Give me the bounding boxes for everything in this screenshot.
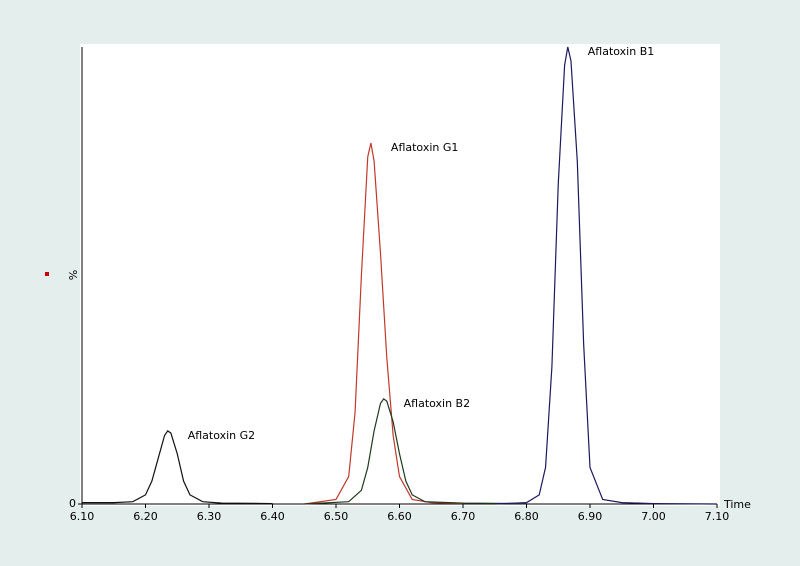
trace [82, 430, 273, 505]
peak-label: Aflatoxin B2 [404, 397, 470, 410]
x-axis-label: Time [723, 498, 751, 511]
trace [304, 398, 527, 505]
x-tick-label: 7.10 [705, 510, 730, 523]
trace [494, 46, 718, 505]
x-tick-label: 6.70 [451, 510, 476, 523]
x-tick-label: 6.80 [514, 510, 539, 523]
x-tick-label: 6.50 [324, 510, 349, 523]
x-tick-label: 6.40 [260, 510, 285, 523]
x-tick-label: 6.30 [197, 510, 222, 523]
peak-label: Aflatoxin B1 [588, 45, 654, 58]
peak-label: Aflatoxin G1 [391, 141, 458, 154]
y-axis-label: % [67, 270, 80, 280]
x-tick-label: 7.00 [641, 510, 666, 523]
peak-label: Aflatoxin G2 [188, 429, 255, 442]
y-tick-label: 0 [69, 497, 76, 510]
plot-area [80, 44, 720, 506]
x-tick-label: 6.90 [578, 510, 603, 523]
marker [45, 272, 49, 276]
x-tick-label: 6.20 [133, 510, 158, 523]
trace [304, 142, 464, 505]
x-tick-label: 6.60 [387, 510, 412, 523]
x-tick-label: 6.10 [70, 510, 95, 523]
